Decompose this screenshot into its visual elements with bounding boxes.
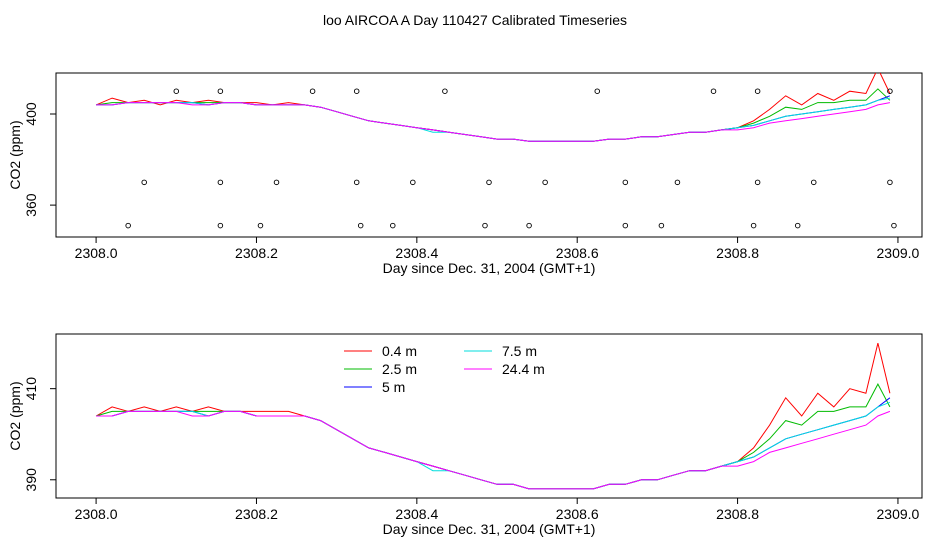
diagnostic-point xyxy=(611,59,616,64)
series-line-0-4-m xyxy=(95,73,891,142)
diagnostic-point xyxy=(542,179,548,186)
diagnostic-point xyxy=(594,88,601,94)
series-line-7-5-m xyxy=(96,97,890,142)
x-tick-label: 2308.4 xyxy=(395,506,438,522)
bottom-panel: 2308.0 2308.2 2308.4 2308.6 2308.8 2309.0 Day … xyxy=(7,333,923,537)
diagnostic-point xyxy=(442,88,448,94)
x-axis-label: Day since Dec. 31, 2004 (GMT+1) xyxy=(383,521,596,537)
diagnostic-point xyxy=(888,59,893,64)
series-line-24-4-m xyxy=(96,410,891,490)
diagnostic-point xyxy=(860,59,865,64)
diagnostic-point xyxy=(750,222,757,229)
y-tick-label: 390 xyxy=(23,468,39,492)
plot-frame xyxy=(55,72,923,238)
x-tick-label: 2308.0 xyxy=(75,245,118,261)
diagnostic-point xyxy=(759,59,764,64)
series-line-0-4-m xyxy=(95,342,891,490)
diagnostic-point xyxy=(658,222,665,229)
y-tick-label: 410 xyxy=(23,377,39,401)
diagnostic-point xyxy=(710,88,717,94)
diagnostic-point xyxy=(486,179,492,186)
y-axis-label: CO2 (ppm) xyxy=(7,381,23,450)
diagnostic-point xyxy=(217,222,224,229)
diagnostic-point xyxy=(754,88,761,94)
diagnostic-point xyxy=(350,59,355,64)
legend-label: 24.4 m xyxy=(502,361,545,377)
y-tick-label: 360 xyxy=(23,193,39,217)
diagnostic-point xyxy=(390,222,396,229)
diagnostic-point xyxy=(526,222,532,229)
x-axis-label: Day since Dec. 31, 2004 (GMT+1) xyxy=(383,260,596,276)
diagnostic-point xyxy=(222,59,227,64)
series-line-2-5-m xyxy=(95,383,891,490)
diagnostic-point xyxy=(173,88,180,94)
diagnostic-point xyxy=(459,59,464,64)
x-tick-label: 2308.6 xyxy=(556,245,599,261)
diagnostic-point xyxy=(622,222,629,229)
diagnostic-point xyxy=(357,222,364,229)
plot-area xyxy=(95,59,897,229)
diagnostic-point xyxy=(811,179,817,186)
legend: 0.4 m 2.5 m 5 m 7.5 m 24.4 m xyxy=(344,343,545,395)
diagnostic-point xyxy=(309,88,316,94)
y-axis-label: CO2 (ppm) xyxy=(7,120,23,189)
diagnostic-point xyxy=(491,59,496,64)
diagnostic-point xyxy=(482,222,488,229)
x-tick-label: 2308.2 xyxy=(235,506,278,522)
series-line-2-5-m xyxy=(96,88,891,142)
diagnostic-point xyxy=(674,179,681,186)
legend-label: 7.5 m xyxy=(502,343,537,359)
diagnostic-point xyxy=(326,59,331,64)
diagnostic-point xyxy=(217,88,224,94)
diagnostic-point xyxy=(273,179,280,186)
plot-area xyxy=(95,342,891,490)
diagnostic-point xyxy=(190,59,195,64)
top-panel: 2308.0 2308.2 2308.4 2308.6 2308.8 2309.0 Day … xyxy=(7,59,923,276)
series-line-24-4-m xyxy=(96,102,890,142)
diagnostic-point xyxy=(619,59,624,64)
y-tick-label: 400 xyxy=(23,102,39,126)
diagnostic-point xyxy=(622,179,629,186)
diagnostic-point xyxy=(125,222,131,229)
diagnostic-point xyxy=(141,179,147,186)
diagnostic-point xyxy=(754,179,761,186)
diagnostic-point xyxy=(353,88,360,94)
diagnostic-point xyxy=(887,88,893,94)
series-line-7-5-m xyxy=(96,401,891,490)
legend-label: 2.5 m xyxy=(382,361,417,377)
diagnostic-point xyxy=(887,179,893,186)
plot-frame xyxy=(55,333,923,499)
x-tick-label: 2309.0 xyxy=(877,506,920,522)
x-tick-label: 2309.0 xyxy=(877,245,920,261)
diagnostic-point xyxy=(222,59,227,64)
x-tick-label: 2308.6 xyxy=(556,506,599,522)
x-tick-label: 2308.0 xyxy=(75,506,118,522)
diagnostic-point xyxy=(257,222,264,229)
x-tick-label: 2308.4 xyxy=(395,245,438,261)
diagnostic-point xyxy=(727,59,732,64)
diagnostic-point xyxy=(891,222,897,229)
x-tick-label: 2308.8 xyxy=(716,506,759,522)
diagnostic-point xyxy=(410,179,416,186)
legend-label: 5 m xyxy=(382,379,405,395)
diagnostic-point xyxy=(794,222,801,229)
diagnostic-point xyxy=(353,179,360,186)
x-tick-label: 2308.8 xyxy=(716,245,759,261)
legend-label: 0.4 m xyxy=(382,343,417,359)
diagnostic-point xyxy=(217,179,224,186)
figure-title: loo AIRCOA A Day 110427 Calibrated Times… xyxy=(323,12,627,28)
x-tick-label: 2308.2 xyxy=(235,245,278,261)
